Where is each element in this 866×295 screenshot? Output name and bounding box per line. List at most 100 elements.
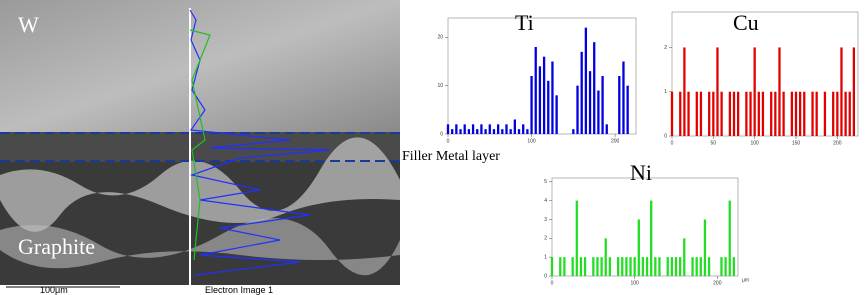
bar bbox=[736, 91, 740, 136]
bar bbox=[509, 129, 512, 134]
bar bbox=[658, 257, 661, 276]
y-tick-label: 3 bbox=[544, 217, 547, 223]
chart-title: Ni bbox=[630, 160, 652, 185]
bar bbox=[563, 257, 566, 276]
x-tick-label: 0 bbox=[671, 140, 674, 146]
x-tick-label: 0 bbox=[447, 138, 450, 144]
bar bbox=[716, 47, 719, 136]
graphite-label: Graphite bbox=[18, 234, 95, 259]
bar bbox=[496, 124, 500, 134]
bar bbox=[530, 76, 533, 134]
x-axis-label: µm bbox=[742, 277, 749, 283]
bar bbox=[604, 238, 607, 276]
x-tick-label: 200 bbox=[833, 140, 842, 146]
bar bbox=[798, 91, 802, 136]
bar bbox=[513, 119, 516, 134]
y-tick-label: 0 bbox=[440, 131, 443, 137]
x-tick-label: 150 bbox=[792, 140, 801, 146]
bar bbox=[778, 47, 781, 136]
bar bbox=[463, 124, 466, 134]
bar bbox=[534, 47, 537, 134]
bar bbox=[501, 129, 504, 134]
bar bbox=[687, 91, 690, 136]
y-tick-label: 2 bbox=[664, 45, 667, 51]
bar bbox=[505, 124, 508, 134]
bar bbox=[592, 257, 595, 276]
bar bbox=[480, 124, 483, 134]
bar bbox=[708, 91, 711, 136]
y-tick-label: 1 bbox=[664, 89, 667, 95]
bar bbox=[832, 91, 835, 136]
bar bbox=[732, 257, 736, 276]
bar bbox=[551, 61, 554, 134]
bar bbox=[467, 129, 471, 134]
bar bbox=[724, 257, 727, 276]
bar bbox=[848, 91, 851, 136]
bar bbox=[601, 76, 604, 134]
y-tick-label: 4 bbox=[544, 198, 547, 204]
bar bbox=[459, 129, 462, 134]
bar bbox=[650, 200, 653, 276]
bar bbox=[761, 91, 765, 136]
bar bbox=[584, 27, 588, 135]
bar bbox=[683, 238, 686, 276]
bar bbox=[571, 257, 574, 276]
bar bbox=[641, 257, 645, 276]
y-tick-label: 1 bbox=[544, 254, 547, 260]
bar bbox=[616, 257, 620, 276]
bar bbox=[580, 51, 583, 135]
bar bbox=[575, 200, 578, 276]
y-tick-label: 0 bbox=[544, 273, 547, 279]
bar bbox=[597, 90, 600, 134]
bar bbox=[666, 257, 669, 276]
bar bbox=[645, 257, 649, 276]
bar bbox=[517, 129, 521, 134]
bar bbox=[790, 91, 794, 136]
bar bbox=[840, 47, 843, 136]
bar bbox=[471, 124, 475, 134]
bar bbox=[579, 257, 583, 276]
bar bbox=[526, 129, 529, 134]
bar bbox=[625, 257, 628, 276]
bar bbox=[811, 91, 814, 136]
x-tick-label: 100 bbox=[527, 138, 536, 144]
bar bbox=[629, 257, 632, 276]
bar bbox=[699, 257, 702, 276]
bar bbox=[547, 80, 550, 134]
bar bbox=[695, 91, 698, 136]
sem-image: W Graphite 100μm Electron Image 1 bbox=[0, 0, 400, 295]
bar bbox=[455, 124, 458, 134]
bar bbox=[836, 91, 839, 136]
bar bbox=[670, 257, 674, 276]
bar bbox=[803, 91, 806, 136]
bar bbox=[770, 91, 773, 136]
bar bbox=[699, 91, 703, 136]
y-tick-label: 2 bbox=[544, 236, 547, 242]
bar bbox=[707, 257, 711, 276]
bar bbox=[576, 85, 579, 134]
plot-area bbox=[551, 177, 739, 277]
bar bbox=[621, 257, 624, 276]
bar bbox=[538, 66, 542, 134]
bar bbox=[844, 91, 847, 136]
bar bbox=[622, 61, 625, 134]
w-label: W bbox=[18, 12, 39, 37]
bar bbox=[555, 95, 558, 134]
bar bbox=[476, 129, 479, 134]
bar bbox=[757, 91, 760, 136]
bar bbox=[823, 91, 827, 136]
bar bbox=[446, 124, 450, 134]
bar bbox=[749, 91, 752, 136]
bar bbox=[633, 257, 636, 276]
bar bbox=[794, 91, 798, 136]
x-tick-label: 50 bbox=[711, 140, 717, 146]
bar bbox=[703, 219, 707, 276]
bar bbox=[572, 129, 575, 134]
plot-area bbox=[447, 17, 637, 135]
bar bbox=[618, 76, 621, 134]
bar bbox=[670, 91, 674, 136]
bar bbox=[782, 91, 785, 136]
bar bbox=[774, 91, 777, 136]
bar bbox=[588, 71, 592, 134]
